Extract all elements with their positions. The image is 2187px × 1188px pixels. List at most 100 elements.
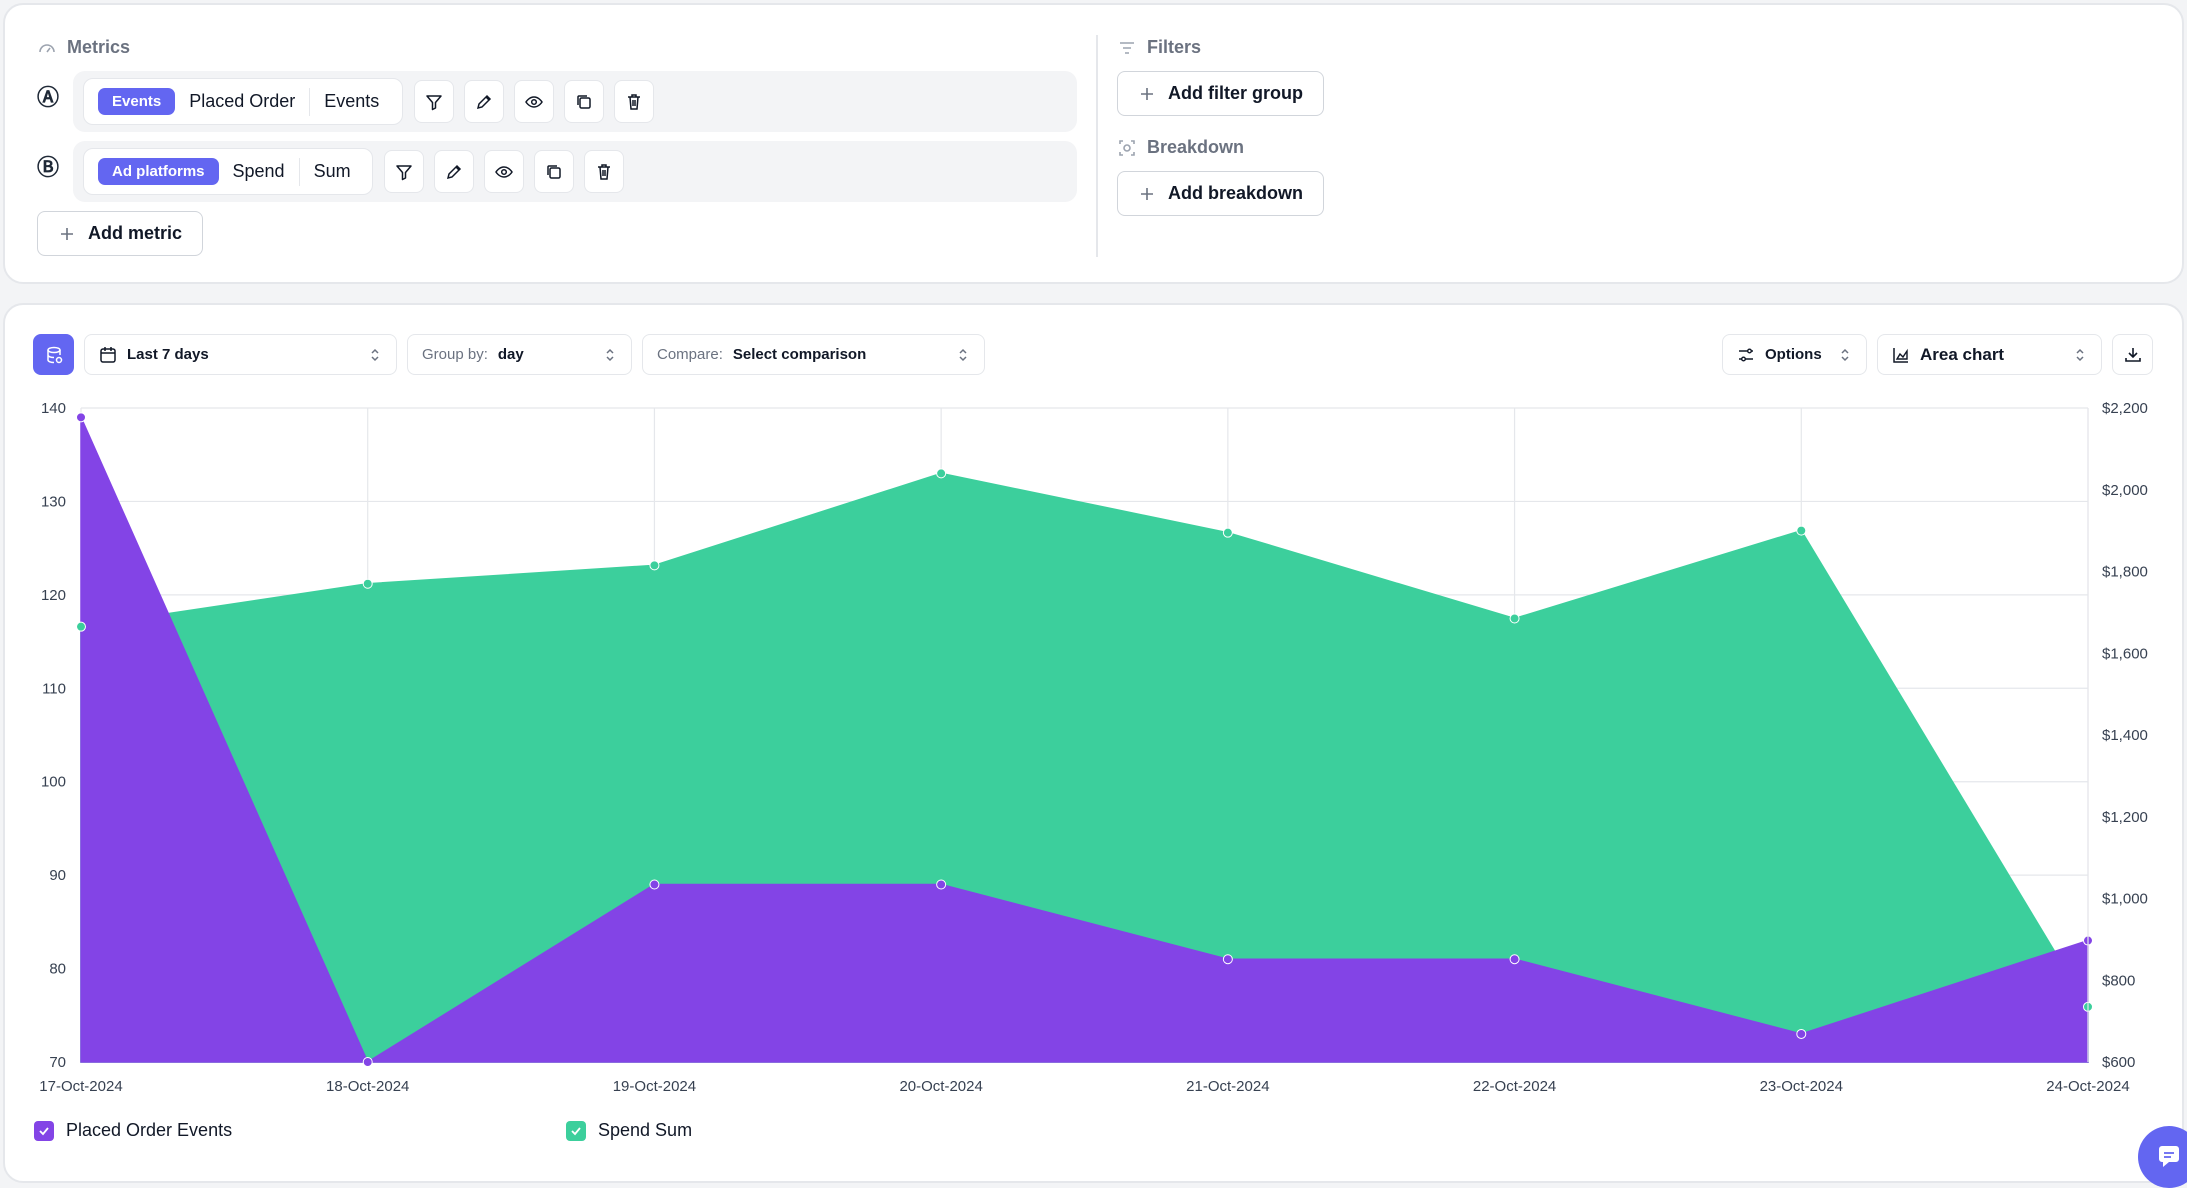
compare-value: Select comparison [732,346,867,363]
data-point-placed-order [1796,1028,1807,1039]
x-tick-label: 23-Oct-2024 [1760,1078,1843,1095]
add-filter-group-button[interactable]: Add filter group [1117,71,1324,116]
x-tick-label: 17-Oct-2024 [39,1078,122,1095]
check-icon [566,1120,586,1141]
metric-a-letter: Ⓐ [37,85,60,110]
y-right-tick-label: $1,800 [2102,564,2148,581]
metric-a-name[interactable]: Placed Order [189,91,296,111]
data-point-spend [76,621,86,632]
trash-icon [628,93,640,110]
legend-item-spend[interactable]: Spend Sum [566,1120,692,1141]
y-left-tick-label: 70 [49,1054,66,1071]
data-point-placed-order [649,879,660,890]
group-by-label: Group by: [422,346,488,363]
metric-a-source-tag: Events [98,88,176,115]
calendar-icon [100,346,116,363]
pencil-icon [476,94,492,109]
chevron-updown-icon [959,348,967,362]
x-tick-label: 19-Oct-2024 [613,1078,696,1095]
metric-b-visibility-button[interactable] [484,150,524,193]
metric-a-visibility-button[interactable] [514,80,554,123]
data-point-placed-order [76,412,86,423]
y-right-tick-label: $2,200 [2102,400,2148,417]
filter-icon [396,164,412,180]
metric-b-source-tag: Ad platforms [98,158,219,185]
x-tick-label: 18-Oct-2024 [326,1078,409,1095]
metric-b-aggregation[interactable]: Sum [313,161,351,181]
metric-b-filter-button[interactable] [384,150,424,193]
metric-a-edit-button[interactable] [464,80,504,123]
y-left-tick-label: 110 [42,680,66,697]
gauge-icon [39,43,55,52]
add-breakdown-label: Add breakdown [1168,183,1304,203]
metric-b-duplicate-button[interactable] [534,150,574,193]
metric-b-edit-button[interactable] [434,150,474,193]
eye-icon [495,165,513,178]
legend-label-placed-order: Placed Order Events [66,1120,233,1140]
data-point-spend [362,578,373,589]
group-by-value: day [497,346,524,363]
chart-type-select[interactable]: Area chart [1877,334,2102,375]
compare-label: Compare: [657,346,723,363]
options-button[interactable]: Options [1722,334,1867,375]
y-left-tick-label: 80 [49,961,66,978]
date-range-select[interactable]: Last 7 days [84,334,397,375]
y-left-tick-label: 130 [41,493,66,510]
metric-a-filter-button[interactable] [414,80,454,123]
y-right-tick-label: $1,000 [2102,891,2148,908]
chat-icon [2159,1146,2179,1167]
y-right-tick-label: $2,000 [2102,482,2148,499]
chat-support-button[interactable] [2138,1126,2187,1188]
legend-label-spend: Spend Sum [598,1120,693,1140]
download-button[interactable] [2112,334,2153,375]
metric-a-duplicate-button[interactable] [564,80,604,123]
metric-a-selector[interactable]: Events Placed Order Events [83,78,403,125]
data-point-spend [1796,525,1807,536]
metric-a-delete-button[interactable] [614,80,654,123]
x-tick-label: 24-Oct-2024 [2046,1078,2129,1095]
data-point-spend [1509,613,1520,624]
copy-icon [547,164,561,179]
breakdown-header: Breakdown [1117,137,1244,158]
filter-lines-icon [1120,41,1134,54]
y-left-tick-label: 90 [49,867,66,884]
chevron-updown-icon [606,348,614,362]
download-icon [2124,347,2141,362]
data-point-spend [649,560,660,571]
x-tick-label: 20-Oct-2024 [899,1078,982,1095]
chevron-updown-icon [1841,348,1849,362]
pencil-icon [446,164,462,179]
chart-type-value: Area chart [1920,344,2005,364]
y-right-tick-label: $800 [2102,972,2135,989]
trash-icon [598,163,610,180]
plus-icon [61,227,73,240]
metric-b-letter: Ⓑ [37,155,60,180]
add-metric-button[interactable]: Add metric [37,211,204,256]
chevron-updown-icon [2076,348,2084,362]
metric-b-name[interactable]: Spend [232,161,285,181]
data-point-placed-order [936,879,947,890]
y-left-tick-label: 120 [41,587,66,604]
metrics-header: Metrics [37,37,130,58]
y-left-tick-label: 100 [41,774,66,791]
compare-select[interactable]: Compare: Select comparison [642,334,985,375]
metric-b-delete-button[interactable] [584,150,624,193]
metric-b-selector[interactable]: Ad platforms Spend Sum [83,148,373,195]
eye-icon [525,95,543,108]
y-left-tick-label: 140 [41,400,66,417]
panel-divider [1096,35,1098,257]
add-breakdown-button[interactable]: Add breakdown [1117,171,1325,216]
database-icon [46,346,62,363]
legend-item-placed-order[interactable]: Placed Order Events [34,1120,232,1141]
group-by-select[interactable]: Group by: day [407,334,632,375]
data-source-button[interactable] [33,334,74,375]
add-metric-label: Add metric [88,223,183,243]
metric-a-aggregation[interactable]: Events [324,91,380,111]
breakdown-title: Breakdown [1147,137,1245,157]
area-chart-icon [1893,347,1908,363]
copy-icon [577,94,591,109]
pill-divider [298,157,300,186]
metric-row-b: Ad platforms Spend Sum [73,141,1077,202]
sliders-icon [1739,348,1753,361]
plus-icon [1141,187,1153,200]
